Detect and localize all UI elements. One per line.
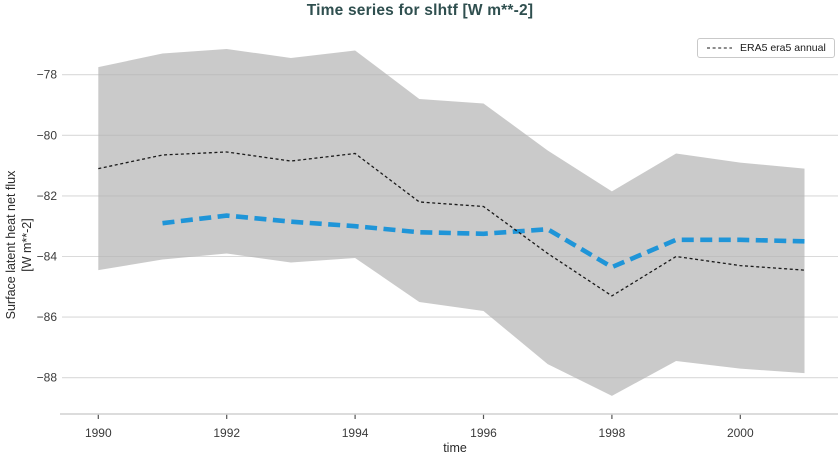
legend: ERA5 era5 annual xyxy=(697,38,835,58)
x-tick-label: 1990 xyxy=(85,426,112,440)
y-tick-label: −84 xyxy=(37,250,58,264)
x-tick-label: 2000 xyxy=(727,426,754,440)
x-tick-label: 1996 xyxy=(470,426,497,440)
y-tick-label: −80 xyxy=(37,128,58,142)
uncertainty-band xyxy=(98,48,805,396)
y-tick-label: −88 xyxy=(37,371,58,385)
legend-dashed-line-icon xyxy=(707,47,732,49)
blue-dashed-line xyxy=(162,213,805,270)
x-axis-label: time xyxy=(443,441,467,455)
y-tick-label: −78 xyxy=(37,68,58,82)
x-tick-label: 1992 xyxy=(213,426,240,440)
x-tick-label: 1998 xyxy=(599,426,626,440)
y-tick-label: −82 xyxy=(37,189,58,203)
x-tick-label: 1994 xyxy=(342,426,369,440)
y-tick-label: −86 xyxy=(37,310,58,324)
y-axis-label: Surface latent heat net flux [W m**-2] xyxy=(3,171,36,320)
y-axis-label-line1: Surface latent heat net flux xyxy=(3,170,18,320)
y-axis-label-line2: [W m**-2] xyxy=(20,218,34,272)
legend-label: ERA5 era5 annual xyxy=(740,42,826,54)
era5-dashed-line xyxy=(98,151,805,297)
chart-title: Time series for slhtf [W m**-2] xyxy=(306,2,534,19)
